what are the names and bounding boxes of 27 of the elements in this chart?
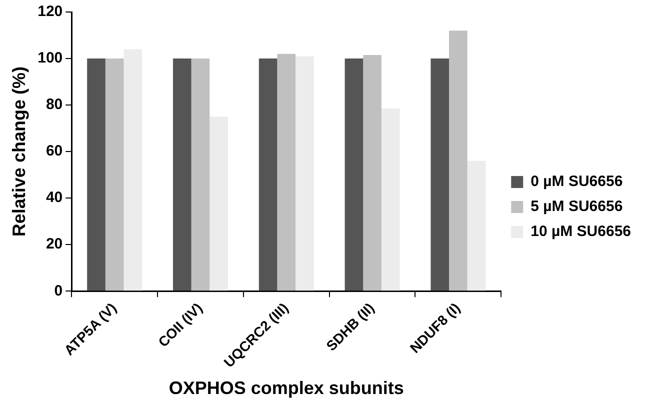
legend-label: 10 µM SU6656: [530, 223, 632, 240]
bar: [172, 58, 192, 291]
bar: [381, 108, 400, 291]
y-tick-label: 60: [46, 142, 63, 160]
y-axis-title: Relative change (%): [8, 66, 29, 237]
legend-label: 0 µM SU6656: [530, 173, 623, 190]
bar: [210, 116, 228, 291]
x-axis-title: OXPHOS complex subunits: [168, 378, 404, 398]
bar: [258, 58, 278, 291]
bar: [191, 58, 210, 291]
bar: [124, 49, 142, 291]
bar: [449, 30, 468, 291]
y-tick-label: 100: [38, 50, 63, 67]
y-tick-label: 0: [54, 282, 63, 300]
bar: [467, 160, 486, 291]
bar: [105, 58, 124, 291]
y-tick-label: 40: [46, 189, 63, 206]
bar: [296, 56, 314, 291]
bar: [430, 58, 450, 291]
y-tick-label: 120: [38, 3, 63, 20]
bar: [87, 58, 106, 291]
bar: [363, 55, 382, 291]
y-tick-label: 80: [46, 96, 63, 114]
bar: [344, 58, 364, 291]
legend-label: 5 µM SU6656: [530, 198, 623, 216]
bar: [277, 54, 296, 291]
y-tick-label: 20: [46, 236, 63, 253]
